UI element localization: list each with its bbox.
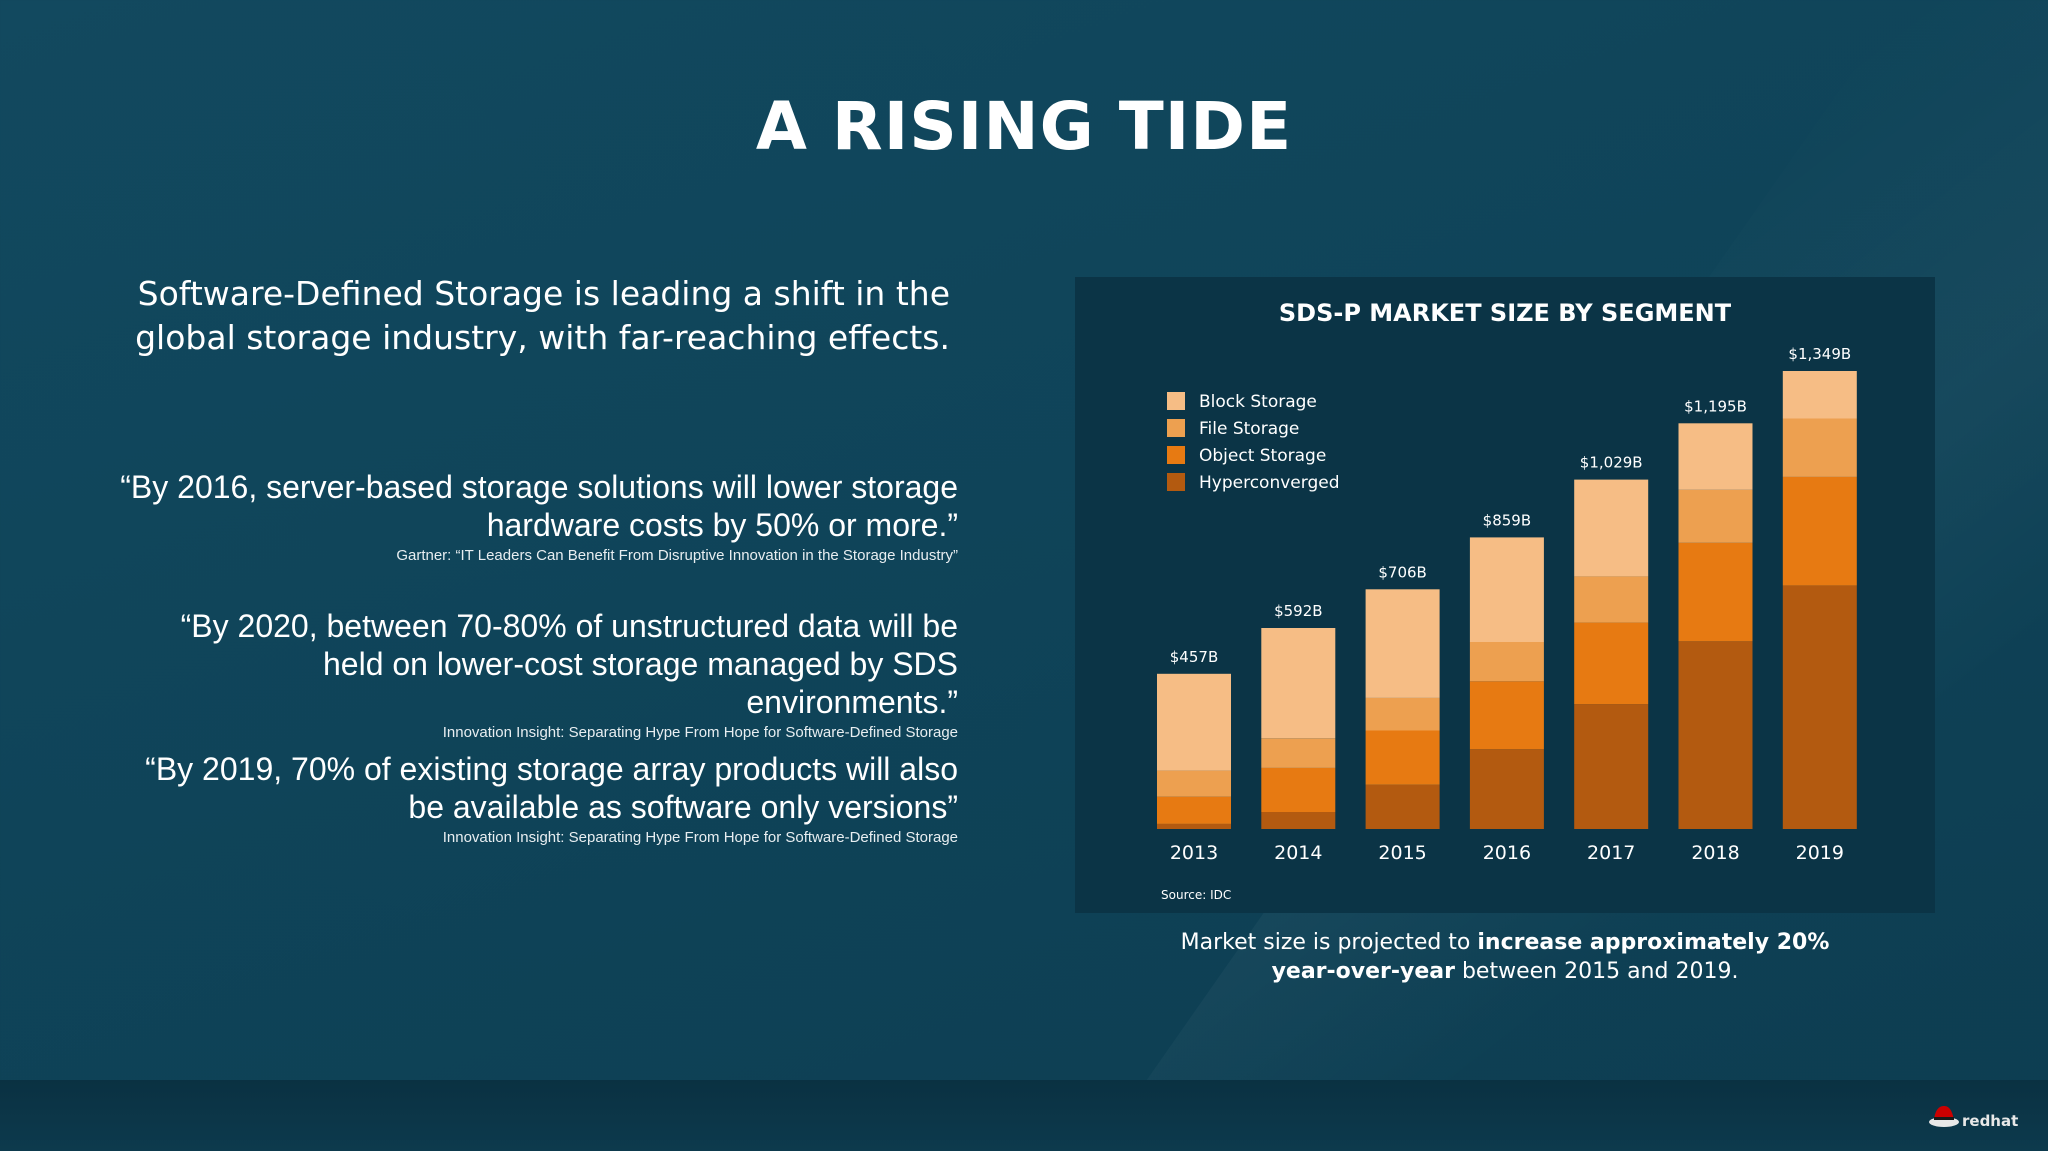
bar-segment-object-storage-2016 bbox=[1469, 681, 1544, 750]
bar-segment-block-storage-2013 bbox=[1157, 673, 1231, 771]
bar-segment-hyperconverged-2014 bbox=[1261, 812, 1336, 829]
quote-source: Innovation Insight: Separating Hype From… bbox=[442, 724, 958, 741]
bar-total-label: $1,029B bbox=[1580, 454, 1643, 472]
bar-segment-file-storage-2014 bbox=[1261, 738, 1336, 768]
chart-caption: Market size is projected to increase app… bbox=[1075, 928, 1935, 986]
chart-panel: SDS-P MARKET SIZE BY SEGMENT Block Stora… bbox=[1075, 277, 1935, 913]
x-tick-label: 2017 bbox=[1587, 842, 1635, 864]
bar-segment-hyperconverged-2018 bbox=[1678, 641, 1753, 829]
market-size-chart: SDS-P MARKET SIZE BY SEGMENT Block Stora… bbox=[1157, 299, 1857, 902]
x-tick-label: 2014 bbox=[1274, 842, 1322, 864]
chart-legend: Block Storage File Storage Object Storage H… bbox=[1167, 392, 1339, 493]
bar-segment-object-storage-2013 bbox=[1157, 796, 1231, 824]
quote-text: “By 2019, 70% of existing storage array … bbox=[145, 751, 958, 825]
x-tick-label: 2016 bbox=[1483, 842, 1531, 864]
bar-segment-block-storage-2016 bbox=[1469, 537, 1544, 642]
bar-segment-file-storage-2017 bbox=[1574, 576, 1649, 623]
slide-title: A RISING TIDE bbox=[755, 88, 1293, 165]
caption-emphasis-2: year-over-year bbox=[1271, 959, 1455, 984]
x-tick-label: 2018 bbox=[1691, 842, 1739, 864]
bar-segment-file-storage-2013 bbox=[1157, 770, 1231, 797]
bar-total-label: $706B bbox=[1378, 563, 1426, 581]
bar-segment-object-storage-2018 bbox=[1678, 542, 1753, 642]
bar-segment-hyperconverged-2019 bbox=[1782, 585, 1857, 829]
bar-segment-object-storage-2017 bbox=[1574, 622, 1649, 705]
legend-label: Hyperconverged bbox=[1199, 473, 1339, 493]
bar-segment-hyperconverged-2016 bbox=[1469, 749, 1544, 829]
bar-segment-block-storage-2017 bbox=[1574, 479, 1649, 577]
bar-segment-block-storage-2018 bbox=[1678, 423, 1753, 490]
quote-block-1: “By 2016, server-based storage solutions… bbox=[120, 468, 958, 566]
quote-text: “By 2020, between 70-80% of unstructured… bbox=[180, 608, 958, 720]
legend-swatch-file-storage bbox=[1167, 419, 1185, 437]
footer-bar bbox=[0, 1080, 2048, 1151]
bar-total-label: $1,349B bbox=[1788, 345, 1851, 363]
redhat-logo: redhat bbox=[1929, 1106, 2018, 1130]
lead-statement: Software-Defined Storage is leading a sh… bbox=[135, 274, 950, 357]
bar-segment-hyperconverged-2013 bbox=[1157, 823, 1231, 829]
quote-source: Innovation Insight: Separating Hype From… bbox=[442, 829, 958, 846]
caption-emphasis-1: increase approximately 20% bbox=[1477, 930, 1830, 955]
x-tick-label: 2019 bbox=[1796, 842, 1844, 864]
x-tick-label: 2013 bbox=[1170, 842, 1218, 864]
bar-segment-object-storage-2019 bbox=[1782, 476, 1857, 586]
quote-block-2: “By 2020, between 70-80% of unstructured… bbox=[120, 607, 958, 743]
caption-text-1: Market size is projected to bbox=[1180, 930, 1478, 955]
legend-swatch-block-storage bbox=[1167, 392, 1185, 410]
chart-source: Source: IDC bbox=[1161, 888, 1231, 902]
caption-text-2: between 2015 and 2019. bbox=[1454, 959, 1739, 984]
redhat-wordmark: redhat bbox=[1962, 1112, 2018, 1130]
bar-segment-object-storage-2015 bbox=[1365, 730, 1440, 785]
bar-segment-file-storage-2018 bbox=[1678, 489, 1753, 543]
legend-swatch-hyperconverged bbox=[1167, 473, 1185, 491]
bar-total-label: $457B bbox=[1170, 648, 1218, 666]
bar-segment-object-storage-2014 bbox=[1261, 767, 1336, 812]
quote-source: Gartner: “IT Leaders Can Benefit From Di… bbox=[396, 547, 958, 564]
legend-label: Block Storage bbox=[1199, 392, 1317, 412]
bar-total-label: $859B bbox=[1483, 511, 1531, 529]
bar-segment-file-storage-2015 bbox=[1365, 697, 1440, 731]
bar-segment-file-storage-2019 bbox=[1782, 418, 1857, 477]
legend-label: Object Storage bbox=[1199, 446, 1326, 466]
bar-segment-block-storage-2014 bbox=[1261, 628, 1336, 739]
chart-bars: $457B $592B $706B $859B $1,029B $1,195B $1,349… bbox=[1157, 345, 1857, 829]
bar-segment-block-storage-2019 bbox=[1782, 371, 1857, 419]
bar-total-label: $592B bbox=[1274, 602, 1322, 620]
chart-title: SDS-P MARKET SIZE BY SEGMENT bbox=[1279, 299, 1732, 327]
bar-total-label: $1,195B bbox=[1684, 397, 1747, 415]
x-tick-label: 2015 bbox=[1378, 842, 1426, 864]
bar-segment-hyperconverged-2017 bbox=[1574, 704, 1649, 829]
x-axis-ticks: 2013 2014 2015 2016 2017 2018 2019 bbox=[1170, 842, 1844, 864]
bar-segment-file-storage-2016 bbox=[1469, 641, 1544, 682]
redhat-hat-icon bbox=[1929, 1106, 1959, 1127]
legend-label: File Storage bbox=[1199, 419, 1299, 439]
quote-block-3: “By 2019, 70% of existing storage array … bbox=[120, 750, 958, 848]
quote-text: “By 2016, server-based storage solutions… bbox=[120, 469, 958, 543]
bar-segment-block-storage-2015 bbox=[1365, 589, 1440, 698]
bar-segment-hyperconverged-2015 bbox=[1365, 784, 1440, 829]
legend-swatch-object-storage bbox=[1167, 446, 1185, 464]
